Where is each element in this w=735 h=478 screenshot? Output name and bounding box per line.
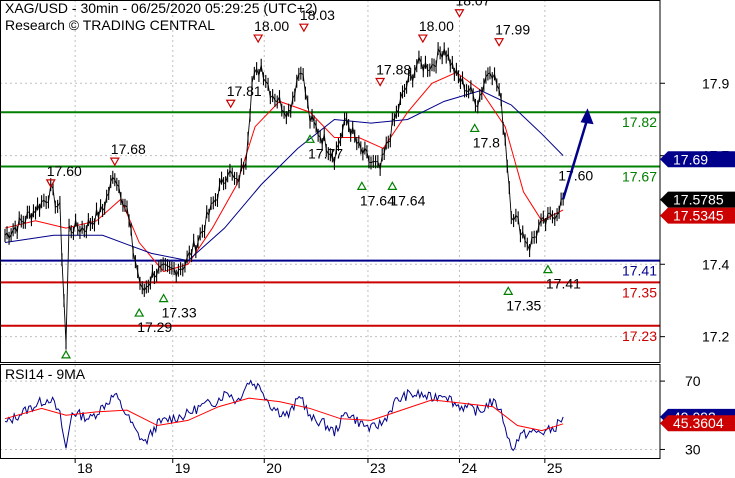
swing-high-label: 17.68 xyxy=(111,141,146,157)
swing-high-marker xyxy=(298,23,309,33)
x-tick-label: 20 xyxy=(266,460,282,476)
rsi-title: RSI14 - 9MA xyxy=(5,366,86,382)
projection-arrow-head xyxy=(580,108,594,125)
swing-high-marker xyxy=(45,179,56,189)
level-label: 17.23 xyxy=(622,328,657,344)
swing-low-label: 17.64 xyxy=(390,192,425,208)
moving-average-layer xyxy=(4,71,564,273)
swing-high-label: 17.60 xyxy=(47,163,82,179)
projection-arrow-line xyxy=(561,117,589,200)
rsi-tag-label: 45.3604 xyxy=(673,415,724,431)
swing-low-label: 17.64 xyxy=(360,192,395,208)
swing-low-label: 17.77 xyxy=(308,145,343,161)
swing-low-marker xyxy=(60,349,72,359)
level-label: 17.82 xyxy=(622,114,657,130)
frame-layer xyxy=(0,0,661,459)
swing-high-label: 18.03 xyxy=(300,7,335,23)
swing-high-label: 17.99 xyxy=(495,22,530,38)
rsi-line xyxy=(4,379,564,452)
y-tick-label: 17.4 xyxy=(702,256,729,272)
swing-low-label: 17.8 xyxy=(473,134,500,150)
swing-low-marker xyxy=(356,181,367,190)
swing-low-label: 17.35 xyxy=(506,297,541,313)
rsi-tick-label: 30 xyxy=(685,441,701,457)
rsi-pane-frame xyxy=(0,364,661,459)
price-tag-label: 17.5785 xyxy=(673,192,724,208)
swing-high-marker xyxy=(109,157,120,167)
swing-high-marker xyxy=(253,34,264,44)
level-label: 17.35 xyxy=(622,284,657,300)
price-tag-last xyxy=(660,191,735,208)
swing-high-marker xyxy=(225,99,236,109)
swing-low-marker xyxy=(304,134,316,143)
swing-low-label: 17.29 xyxy=(137,319,172,335)
x-tick-label: 18 xyxy=(77,460,93,476)
swing-low-marker xyxy=(503,286,514,295)
chart-subtitle: Research © TRADING CENTRAL xyxy=(5,17,215,33)
main-pane-frame xyxy=(0,0,661,363)
swing-high-marker xyxy=(494,38,505,47)
rsi-tick-label: 70 xyxy=(685,373,701,389)
price-tag-label: 17.69 xyxy=(673,151,708,167)
price-line xyxy=(4,47,564,344)
swing-high-marker xyxy=(417,34,428,44)
annotation-label: 17.60 xyxy=(558,168,593,184)
price-tag-label: 17.5345 xyxy=(673,208,724,224)
price-tag-ma xyxy=(660,207,735,224)
swing-high-label: 18.00 xyxy=(254,18,289,34)
swing-high-label: 17.88 xyxy=(376,62,411,78)
x-tick-label: 19 xyxy=(175,460,191,476)
moving-average-fast xyxy=(4,71,564,273)
rsi-layer: RSI14 - 9MA xyxy=(0,366,660,452)
x-tick-label: 25 xyxy=(547,460,563,476)
swing-low-marker xyxy=(387,181,398,190)
marker-layer: 17.6017.6817.8118.0018.0317.8818.0018.07… xyxy=(45,0,594,359)
grid-layer xyxy=(0,0,660,458)
x-tick-label: 23 xyxy=(370,460,386,476)
level-label: 17.41 xyxy=(622,263,657,279)
level-layer: 17.82 17.67 17.41 17.35 17.23 xyxy=(0,111,660,344)
chart-title: XAG/USD - 30min - 06/25/2020 05:29:25 (U… xyxy=(5,0,318,16)
swing-low-marker xyxy=(542,264,553,274)
swing-high-label: 17.81 xyxy=(227,83,262,99)
swing-low-marker xyxy=(134,307,145,317)
swing-high-marker xyxy=(454,9,465,18)
level-label: 17.67 xyxy=(622,169,657,185)
swing-high-label: 18.07 xyxy=(455,0,490,9)
x-tick-label: 24 xyxy=(461,460,477,476)
rsi-moving-average xyxy=(4,397,564,432)
swing-low-label: 17.41 xyxy=(546,276,581,292)
swing-low-marker xyxy=(469,123,480,133)
swing-low-marker xyxy=(158,293,169,303)
swing-low-label: 17.33 xyxy=(162,305,197,321)
price-layer xyxy=(4,42,564,350)
swing-high-marker xyxy=(375,77,386,87)
rsi-tag-ma xyxy=(660,415,735,432)
axis-layer: 18192023242517.917.717.417.217.6917.5785… xyxy=(74,75,735,476)
moving-average-slow xyxy=(4,89,564,262)
swing-high-label: 18.00 xyxy=(419,18,454,34)
y-tick-label: 17.9 xyxy=(702,75,729,91)
price-tag-pivot xyxy=(660,151,735,168)
y-tick-label: 17.2 xyxy=(702,329,729,345)
